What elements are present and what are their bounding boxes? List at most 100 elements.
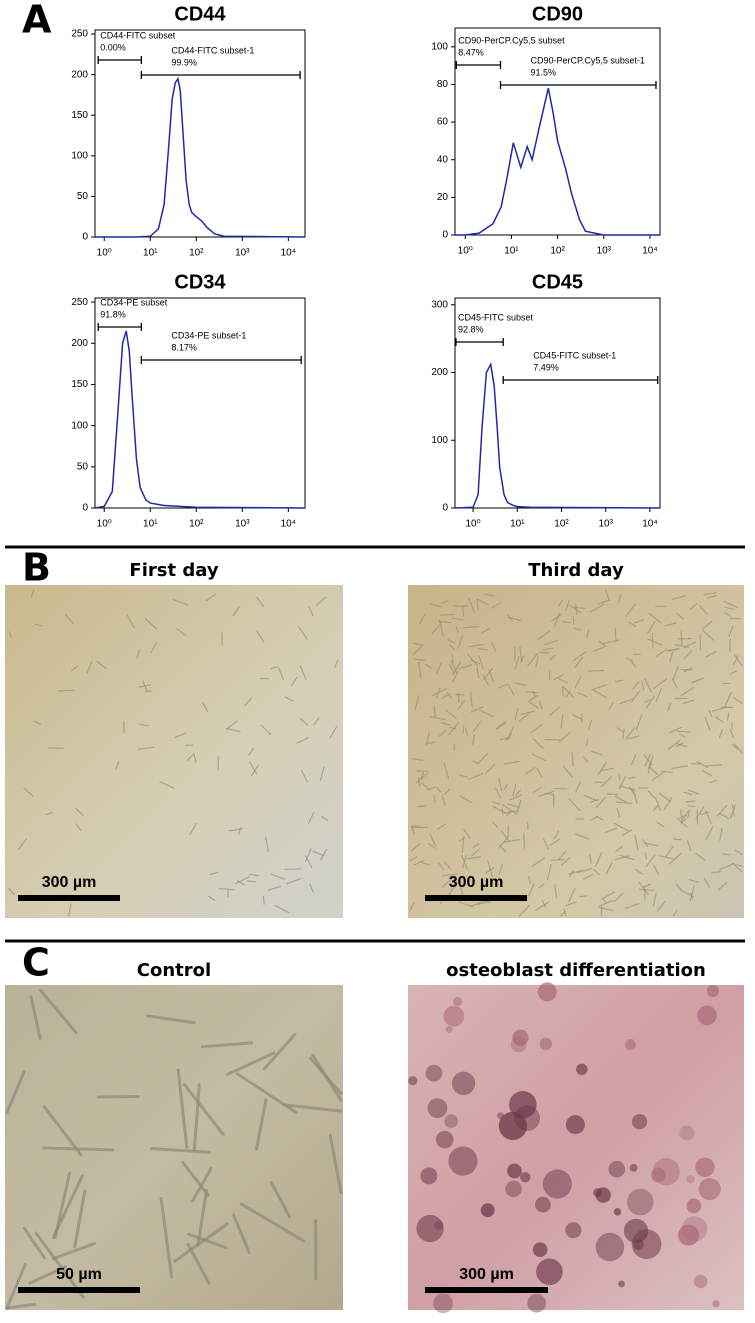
cell — [34, 1231, 85, 1299]
cell — [730, 804, 736, 819]
y-tick-label: 100 — [71, 420, 88, 431]
cell — [684, 667, 693, 673]
cell — [656, 821, 665, 828]
cell — [299, 717, 309, 726]
gate-label: CD45-FITC subset-1 — [533, 350, 616, 360]
cell — [687, 789, 700, 795]
stain-blob — [408, 1076, 418, 1086]
cell — [260, 724, 272, 736]
cell — [644, 842, 659, 847]
cell — [139, 723, 149, 727]
cell — [622, 829, 632, 836]
cell — [483, 668, 493, 680]
cell — [523, 832, 525, 849]
cell — [543, 639, 559, 646]
cell — [448, 663, 454, 673]
cell — [644, 852, 648, 860]
cell — [631, 690, 641, 703]
cell — [301, 770, 308, 783]
y-tick-label: 100 — [431, 41, 448, 52]
cell — [485, 763, 496, 775]
cell — [614, 627, 617, 643]
cell — [478, 648, 488, 651]
cell — [313, 717, 320, 726]
cell — [557, 677, 569, 684]
cell — [638, 888, 655, 892]
cell — [541, 900, 547, 909]
cell — [687, 809, 690, 819]
stain-blob — [527, 1293, 547, 1313]
cell — [573, 628, 582, 631]
cell — [585, 739, 589, 747]
cell — [653, 864, 659, 875]
cell — [506, 803, 520, 808]
cell — [549, 838, 561, 846]
cell — [73, 1189, 87, 1249]
cell — [412, 644, 424, 656]
cell — [421, 782, 429, 790]
cell — [572, 616, 575, 625]
cell — [462, 605, 465, 617]
cell — [579, 895, 587, 898]
x-tick-label: 10³ — [235, 519, 250, 530]
cell — [244, 697, 253, 707]
cell — [689, 885, 695, 901]
stain-blob — [608, 1160, 626, 1178]
cell — [487, 860, 493, 877]
panel-label: B — [22, 546, 51, 590]
cell — [67, 903, 72, 917]
cell — [634, 835, 639, 851]
stain-blob — [626, 1188, 654, 1216]
cell — [470, 691, 473, 708]
cell — [647, 638, 663, 646]
cell — [282, 1103, 343, 1113]
x-tick-label: 10⁴ — [281, 248, 296, 259]
cell — [568, 888, 576, 903]
cell — [176, 628, 187, 637]
stain-blob — [416, 1214, 444, 1243]
cell — [729, 670, 738, 675]
cell — [653, 805, 659, 811]
cell — [711, 871, 722, 874]
stain-blob — [505, 1180, 522, 1198]
cell — [686, 840, 692, 852]
cell — [438, 729, 447, 737]
cell — [503, 783, 509, 791]
cell — [328, 1134, 343, 1194]
stain-blob — [693, 1274, 708, 1289]
cell — [232, 1213, 251, 1255]
cell — [568, 798, 581, 812]
plot-frame — [94, 297, 306, 509]
cell — [726, 712, 730, 721]
cell — [427, 786, 436, 791]
cell — [75, 807, 84, 817]
cell — [535, 901, 550, 911]
cell — [159, 781, 175, 789]
x-tick-label: 10¹ — [504, 246, 519, 257]
y-tick-label: 0 — [442, 503, 448, 514]
y-tick-label: 0 — [82, 232, 88, 243]
cell — [500, 830, 510, 842]
cell — [703, 592, 717, 596]
cell — [553, 612, 561, 628]
cell — [420, 861, 430, 866]
cell — [455, 626, 459, 634]
cell — [239, 1202, 305, 1243]
cell-texture — [5, 988, 343, 1310]
cell — [451, 654, 455, 664]
cell — [290, 676, 298, 687]
scale-bar — [425, 895, 527, 901]
cell — [624, 902, 640, 910]
cell — [619, 785, 636, 791]
cell — [458, 664, 473, 670]
cell — [561, 686, 564, 697]
cell — [718, 863, 735, 871]
cell — [651, 632, 654, 649]
cell — [625, 603, 637, 617]
cell — [551, 613, 563, 622]
gate-percent: 92.8% — [458, 324, 484, 334]
cell — [465, 856, 482, 860]
cell — [565, 690, 571, 698]
cell — [647, 762, 652, 774]
cell — [679, 733, 686, 738]
